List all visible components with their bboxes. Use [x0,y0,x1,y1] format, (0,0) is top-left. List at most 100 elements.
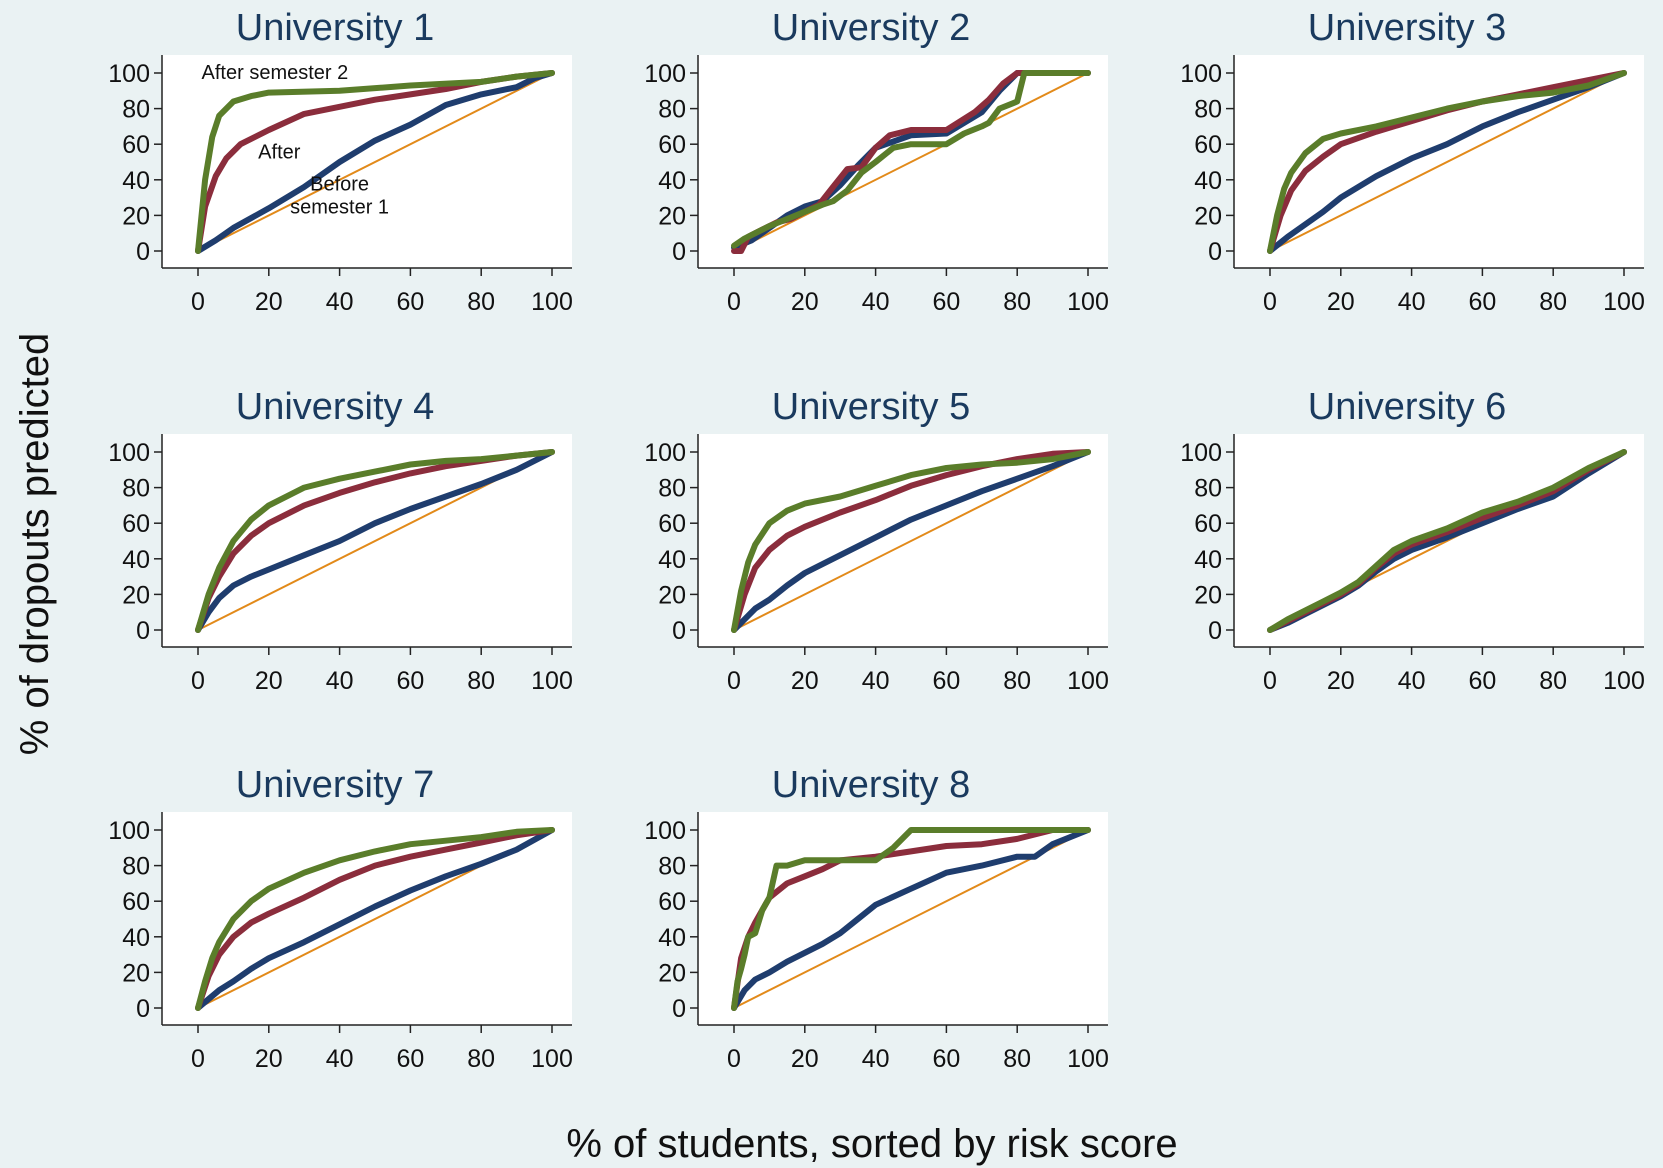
x-tick-label: 60 [396,288,424,316]
panel-title: University 1 [236,7,435,49]
x-tick-label: 100 [1067,667,1109,695]
x-tick-label: 20 [791,1045,819,1073]
y-tick-label: 0 [672,617,686,645]
panel-8: University 8 0 20 40 60 80 100 0 20 40 60 80 100 [644,764,1109,1073]
y-axis-title: % of dropouts predicted [13,333,57,755]
annotation-label: semester 1 [290,197,389,219]
series-line-diagonal [733,451,1089,631]
panels-group: University 1 0 20 40 60 80 100 0 20 40 60 80 100 Afte… [108,7,1645,1073]
y-tick-label: 0 [136,617,150,645]
y-tick-label: 60 [658,131,686,159]
panel-5: University 5 0 20 40 60 80 100 0 20 40 60 80 100 [644,386,1109,695]
panel-title: University 7 [236,764,435,806]
y-tick-label: 60 [122,888,150,916]
x-tick-label: 20 [1327,288,1355,316]
x-tick-label: 0 [727,667,741,695]
series-line-before-semester-1 [1267,70,1627,254]
x-tick-label: 100 [1067,1045,1109,1073]
x-tick-label: 40 [1398,667,1426,695]
y-tick-label: 60 [658,888,686,916]
y-tick-label: 80 [122,475,150,503]
y-tick-label: 100 [644,439,686,467]
y-tick-label: 40 [1194,546,1222,574]
y-tick-label: 60 [658,510,686,538]
panel-7: University 7 0 20 40 60 80 100 0 20 40 60 80 100 [108,764,573,1073]
x-tick-label: 80 [1539,288,1567,316]
series-line-diagonal [1269,72,1625,252]
x-tick-label: 80 [1539,667,1567,695]
x-tick-label: 40 [862,288,890,316]
x-tick-label: 20 [255,288,283,316]
series-line-before-semester-1 [731,449,1091,633]
series-line-diagonal [197,72,553,252]
y-tick-label: 100 [108,60,150,88]
series-line-after-semester-2 [731,827,1091,1011]
annotation-label: After semester 2 [202,62,349,84]
x-tick-label: 100 [531,667,573,695]
y-tick-label: 100 [108,817,150,845]
y-tick-label: 40 [658,546,686,574]
y-tick-label: 40 [122,546,150,574]
plot-area [698,812,1108,1025]
y-tick-label: 20 [1194,202,1222,230]
y-tick-label: 100 [108,439,150,467]
panel-3: University 3 0 20 40 60 80 100 0 20 40 60 80 100 [1180,7,1645,316]
series-line-before-semester-1 [195,827,555,1011]
series-line-diagonal [733,72,1089,252]
x-tick-label: 100 [1603,288,1645,316]
x-tick-label: 40 [326,288,354,316]
x-tick-label: 80 [1003,1045,1031,1073]
annotation-label: After [258,141,301,163]
y-tick-label: 60 [122,510,150,538]
x-tick-label: 100 [531,1045,573,1073]
x-tick-label: 80 [467,667,495,695]
x-tick-label: 100 [1067,288,1109,316]
series-line-after-semester-2 [1267,70,1627,254]
x-tick-label: 0 [191,288,205,316]
y-tick-label: 40 [658,167,686,195]
x-tick-label: 60 [1468,288,1496,316]
x-tick-label: 80 [1003,667,1031,695]
y-tick-label: 100 [644,60,686,88]
x-tick-label: 40 [862,667,890,695]
series-line-before-semester-1 [195,449,555,633]
series-line-after-semester-2 [195,827,555,1011]
y-tick-label: 60 [1194,510,1222,538]
y-tick-label: 80 [1194,475,1222,503]
y-tick-label: 20 [122,202,150,230]
x-tick-label: 40 [326,1045,354,1073]
x-tick-label: 100 [1603,667,1645,695]
series-line-after-semester-1 [195,827,555,1011]
panel-1: University 1 0 20 40 60 80 100 0 20 40 60 80 100 Afte… [108,7,573,316]
y-tick-label: 0 [1208,238,1222,266]
x-tick-label: 80 [1003,288,1031,316]
y-tick-label: 40 [122,924,150,952]
y-tick-label: 0 [672,995,686,1023]
y-tick-label: 40 [658,924,686,952]
y-tick-label: 80 [658,475,686,503]
x-tick-label: 20 [791,667,819,695]
y-tick-label: 100 [1180,439,1222,467]
y-tick-label: 0 [1208,617,1222,645]
y-tick-label: 40 [1194,167,1222,195]
series-line-after-semester-1 [731,827,1091,1011]
x-tick-label: 60 [932,1045,960,1073]
y-tick-label: 60 [1194,131,1222,159]
series-line-after-semester-2 [195,70,555,254]
panel-2: University 2 0 20 40 60 80 100 0 20 40 60 80 100 [644,7,1109,316]
y-tick-label: 80 [122,96,150,124]
series-line-after-semester-2 [195,449,555,633]
panel-6: University 6 0 20 40 60 80 100 0 20 40 60 80 100 [1180,386,1645,695]
y-tick-label: 20 [658,202,686,230]
x-tick-label: 60 [932,667,960,695]
x-tick-label: 80 [467,288,495,316]
x-tick-label: 0 [727,1045,741,1073]
y-tick-label: 20 [1194,581,1222,609]
x-tick-label: 20 [1327,667,1355,695]
panel-title: University 2 [772,7,971,49]
y-tick-label: 0 [136,995,150,1023]
series-line-after-semester-2 [731,70,1091,249]
annotation-label: Before [310,173,369,195]
x-tick-label: 0 [191,1045,205,1073]
x-tick-label: 40 [326,667,354,695]
